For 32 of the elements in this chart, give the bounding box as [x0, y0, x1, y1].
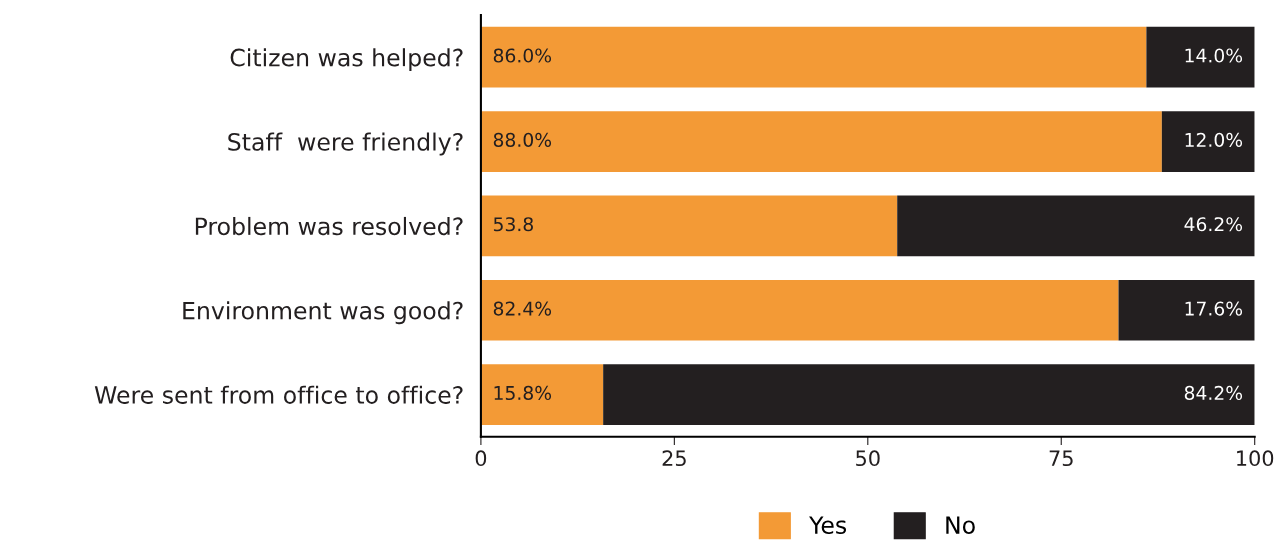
y-tick-label: Environment was good?: [183, 301, 463, 325]
data-label: 46.2%: [1184, 217, 1243, 232]
x-tick-label: 0: [475, 450, 487, 467]
data-label: 14.0%: [1185, 48, 1243, 63]
data-label: 88.0%: [493, 132, 552, 147]
y-tick-label: Problem was resolved?: [195, 216, 463, 236]
x-tick-label: 25: [662, 450, 686, 467]
x-tick-label: 75: [1049, 450, 1073, 467]
data-label: 86.0%: [493, 48, 552, 63]
y-tick-label: Staff were friendly?: [228, 132, 463, 156]
bar: [603, 364, 1255, 425]
data-label: 17.6%: [1185, 301, 1243, 316]
bar: [1118, 279, 1255, 341]
bar: [1146, 26, 1255, 88]
bar: [480, 279, 1119, 341]
x-tick-label: 50: [856, 450, 880, 467]
bar: [480, 111, 1162, 172]
legend-label: No: [946, 516, 975, 534]
bar: [480, 195, 898, 257]
bar: [897, 195, 1255, 257]
data-label: 84.2%: [1184, 385, 1243, 401]
data-label: 53.8: [493, 217, 533, 232]
bar: [480, 364, 604, 425]
bar: [480, 26, 1147, 88]
x-tick-label: 100: [1237, 450, 1274, 467]
data-label: 82.4%: [493, 301, 552, 316]
y-tick-label: Citizen was helped?: [230, 48, 463, 72]
bar: [1161, 111, 1255, 172]
y-tick-label: Were sent from office to office?: [94, 385, 463, 404]
legend-label: Yes: [809, 516, 847, 534]
data-label: 15.8%: [494, 385, 552, 401]
data-label: 12.0%: [1185, 132, 1243, 147]
